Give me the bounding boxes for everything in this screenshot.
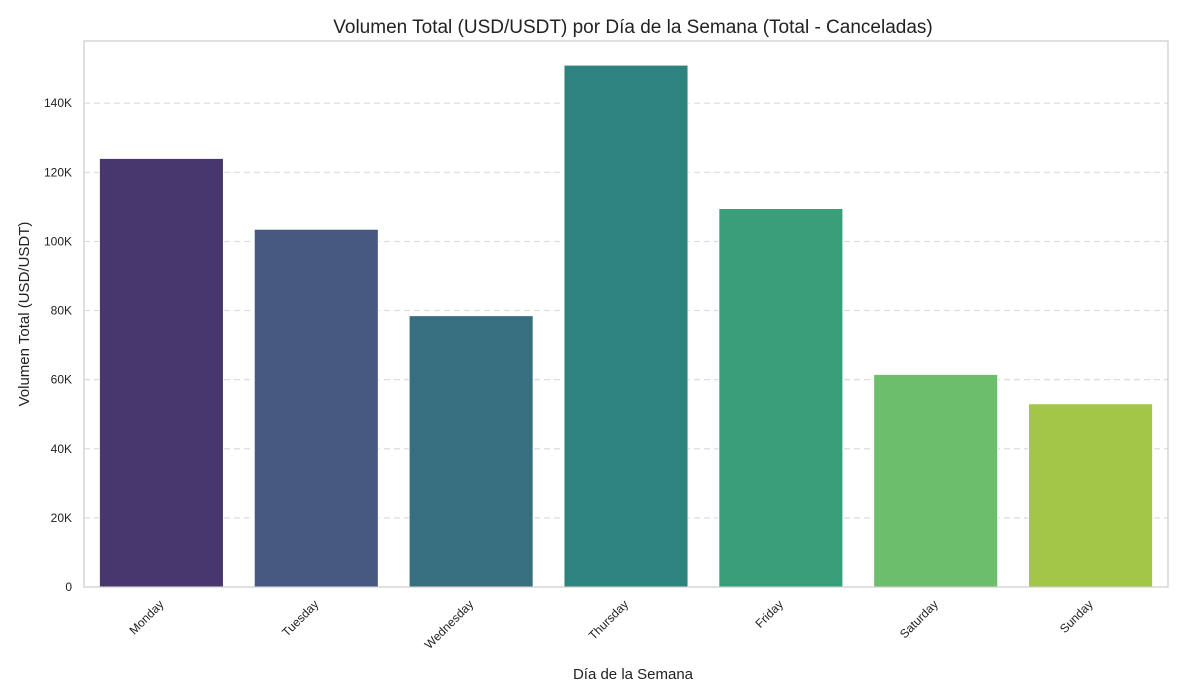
- y-tick-label: 80K: [51, 304, 72, 318]
- x-tick-label: Sunday: [1057, 597, 1096, 636]
- x-tick-label: Tuesday: [279, 597, 321, 639]
- chart-title: Volumen Total (USD/USDT) por Día de la S…: [333, 17, 932, 38]
- y-tick-label: 120K: [44, 165, 72, 179]
- y-tick-label: 60K: [51, 373, 72, 387]
- y-tick-label: 100K: [44, 234, 72, 248]
- y-tick-label: 20K: [51, 511, 72, 525]
- x-tick-label: Wednesday: [422, 597, 477, 652]
- y-tick-label: 0: [65, 580, 72, 594]
- x-axis-label: Día de la Semana: [573, 666, 694, 683]
- x-tick-label: Saturday: [897, 597, 941, 641]
- bar-tuesday[interactable]: [253, 228, 379, 588]
- x-tick-label: Monday: [126, 597, 166, 637]
- x-tick-label: Friday: [753, 597, 786, 630]
- bar-sunday[interactable]: [1028, 403, 1153, 588]
- y-axis-ticks: 0 20K 40K 60K 80K 100K 120K 140K: [44, 96, 72, 594]
- bars: [99, 64, 1153, 588]
- y-tick-label: 40K: [51, 442, 72, 456]
- bar-friday[interactable]: [718, 208, 844, 588]
- plot-frame: [83, 40, 1169, 588]
- y-axis-label: Volumen Total (USD/USDT): [16, 222, 33, 407]
- y-tick-label: 140K: [44, 96, 72, 110]
- bar-monday[interactable]: [99, 158, 224, 588]
- bar-thursday[interactable]: [563, 64, 689, 588]
- x-axis-ticks: Monday Tuesday Wednesday Thursday Friday Satu…: [126, 597, 1095, 652]
- x-tick-label: Thursday: [586, 597, 631, 642]
- bar-saturday[interactable]: [873, 374, 999, 588]
- bar-wednesday[interactable]: [408, 315, 534, 588]
